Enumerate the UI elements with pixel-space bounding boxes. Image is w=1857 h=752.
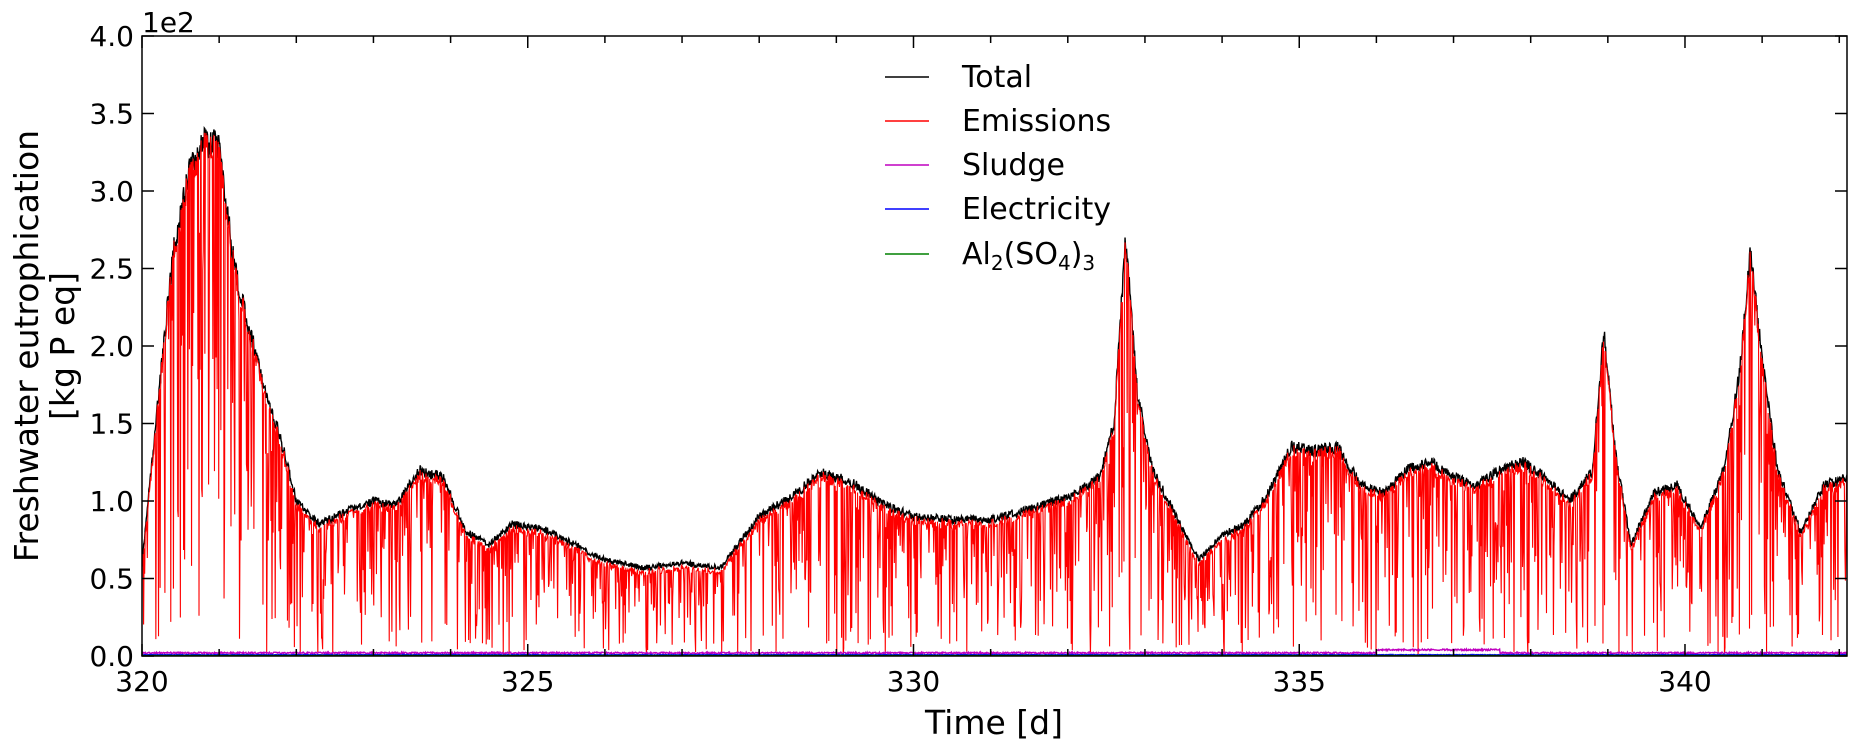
x-axis-label: Time [d]	[924, 703, 1063, 742]
series-line-total	[142, 125, 1847, 572]
legend-label-al2so43: Al2(SO4)3	[962, 237, 1095, 275]
y-tick-label: 3.0	[89, 175, 134, 208]
y-axis-label: Freshwater eutrophication [kg P eq]	[7, 130, 82, 562]
y-tick-label: 3.5	[89, 98, 134, 131]
legend-label-sludge: Sludge	[962, 148, 1065, 183]
legend: Total Emissions Sludge Electricity Al2(S…	[885, 60, 1111, 275]
x-tick-label: 340	[1658, 665, 1711, 698]
y-tick-label: 1.0	[89, 485, 134, 518]
y-tick-label: 1.5	[89, 408, 134, 441]
y-axis-label-line2: [kg P eq]	[43, 272, 82, 420]
legend-label-electricity: Electricity	[962, 192, 1111, 227]
series-line-electricity	[142, 653, 1847, 656]
y-axis-label-line1: Freshwater eutrophication	[7, 130, 46, 562]
y-tick-label: 2.5	[89, 253, 134, 286]
y-offset-text: 1e2	[142, 6, 195, 39]
x-tick-label: 320	[115, 665, 168, 698]
x-tick-label: 330	[887, 665, 940, 698]
x-tick-label: 335	[1273, 665, 1326, 698]
y-tick-label: 0.0	[89, 640, 134, 673]
y-axis-ticks: 0.0 0.5 1.0 1.5 2.0 2.5 3.0 3.5 4.0	[89, 20, 1847, 673]
y-tick-label: 0.5	[89, 563, 134, 596]
x-tick-label: 325	[501, 665, 554, 698]
x-axis-ticks: 320 325 330 335 340	[115, 36, 1841, 698]
legend-label-total: Total	[961, 60, 1032, 95]
y-tick-label: 2.0	[89, 330, 134, 363]
legend-label-emissions: Emissions	[962, 104, 1111, 139]
y-tick-label: 4.0	[89, 20, 134, 53]
series-line-emissions	[142, 132, 1847, 656]
series-line-sludge	[142, 647, 1847, 656]
